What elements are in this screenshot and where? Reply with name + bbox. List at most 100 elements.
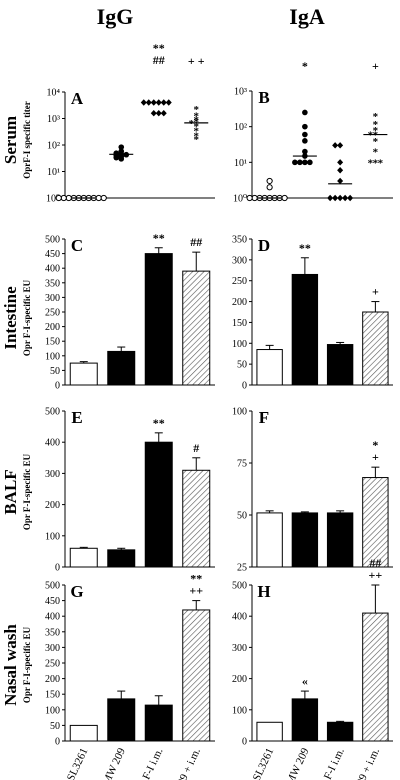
data-point: * — [378, 157, 384, 169]
significance-mark: « — [302, 674, 308, 688]
data-point — [113, 154, 120, 161]
data-point — [60, 194, 67, 202]
significance-mark: + + — [188, 54, 205, 68]
bar — [291, 273, 319, 386]
bar — [107, 350, 136, 386]
y-tick-label: 500 — [45, 407, 60, 418]
data-point — [266, 177, 273, 185]
significance-mark: ++ — [189, 584, 203, 598]
bar — [182, 270, 211, 386]
bar — [256, 721, 283, 742]
significance-mark: ++ — [369, 568, 383, 582]
x-category-label: pMW 209 — [98, 746, 128, 780]
x-category-label: F-I i.m. — [141, 746, 166, 780]
x-category-label: SL3261 — [251, 746, 277, 780]
panel-letter: A — [71, 89, 84, 108]
data-point: * — [194, 134, 200, 146]
y-tick-label: 75 — [237, 459, 247, 470]
data-point: * — [373, 147, 379, 159]
data-point — [292, 159, 298, 166]
y-tick-label: 300 — [45, 469, 60, 480]
data-point: * — [194, 110, 200, 122]
y-tick-label: 10⁰ — [233, 194, 247, 205]
data-point — [337, 142, 344, 149]
y-tick-label: 350 — [45, 627, 60, 638]
panel-letter: C — [71, 236, 83, 255]
bar — [144, 253, 173, 386]
y-tick-label: 250 — [45, 659, 60, 670]
data-point: * — [194, 104, 200, 116]
data-point — [155, 110, 162, 117]
y-tick-label: 350 — [45, 278, 60, 289]
bar — [144, 704, 173, 742]
bar — [326, 721, 354, 742]
y-tick-label: 50 — [237, 511, 247, 522]
y-tick-label: 0 — [55, 381, 60, 392]
data-point: * — [373, 111, 379, 123]
data-point: * — [194, 115, 200, 127]
x-category-label: SL3261 — [65, 746, 91, 780]
data-point: * — [194, 121, 200, 133]
significance-mark: ## — [153, 53, 165, 67]
y-axis-label: Opr F-I-specific EU — [22, 626, 32, 703]
data-point — [342, 194, 349, 202]
y-tick-label: 0 — [55, 737, 60, 748]
y-tick-label: 300 — [232, 643, 247, 654]
data-point — [100, 194, 107, 202]
y-tick-label: 10³ — [47, 114, 60, 125]
y-tick-label: 150 — [45, 337, 60, 348]
column-title-iga: IgA — [289, 4, 325, 29]
y-tick-label: 500 — [232, 581, 247, 592]
y-tick-label: 400 — [232, 612, 247, 623]
y-tick-label: 10¹ — [234, 158, 247, 169]
y-tick-label: 300 — [45, 643, 60, 654]
data-point — [347, 194, 354, 202]
y-tick-label: 100 — [45, 351, 60, 362]
y-tick-label: 10³ — [234, 87, 247, 98]
data-point: * — [189, 118, 195, 130]
data-point: * — [368, 157, 374, 169]
significance-mark: # — [193, 441, 199, 455]
data-point — [65, 194, 72, 202]
y-tick-label: 10² — [47, 141, 60, 152]
row-label: BALF — [1, 469, 20, 514]
bar — [326, 344, 354, 386]
y-tick-label: 50 — [237, 360, 247, 371]
bar — [362, 311, 389, 386]
y-tick-label: 400 — [45, 612, 60, 623]
data-point — [307, 159, 313, 166]
y-tick-label: 100 — [45, 531, 60, 542]
data-point — [337, 167, 344, 174]
data-point — [251, 194, 258, 202]
bar — [326, 512, 354, 568]
bar — [144, 441, 173, 568]
y-axis-label: Opr F-I-specific EU — [22, 453, 32, 530]
y-tick-label: 500 — [45, 581, 60, 592]
y-tick-label: 50 — [50, 366, 60, 377]
y-tick-label: 350 — [232, 235, 247, 246]
panel-letter: H — [257, 582, 270, 601]
data-point — [332, 142, 339, 149]
panel-letter: F — [259, 408, 269, 427]
bar — [182, 469, 211, 568]
data-point — [55, 194, 62, 202]
y-tick-label: 100 — [232, 407, 247, 418]
y-tick-label: 200 — [45, 674, 60, 685]
y-tick-label: 100 — [232, 705, 247, 716]
data-point — [266, 184, 273, 191]
y-tick-label: 150 — [45, 690, 60, 701]
y-tick-label: 0 — [242, 737, 247, 748]
y-tick-label: 10⁰ — [46, 194, 60, 205]
significance-mark: * — [302, 59, 308, 73]
significance-mark: * — [372, 438, 378, 452]
y-tick-label: 10⁴ — [47, 88, 61, 99]
bar — [69, 547, 98, 568]
data-point: * — [373, 125, 379, 137]
y-tick-label: 200 — [45, 322, 60, 333]
y-tick-label: 250 — [45, 308, 60, 319]
y-tick-label: 200 — [232, 674, 247, 685]
y-tick-label: 200 — [45, 500, 60, 511]
y-tick-label: 250 — [232, 276, 247, 287]
y-tick-label: 450 — [45, 596, 60, 607]
y-tick-label: 25 — [237, 563, 247, 574]
